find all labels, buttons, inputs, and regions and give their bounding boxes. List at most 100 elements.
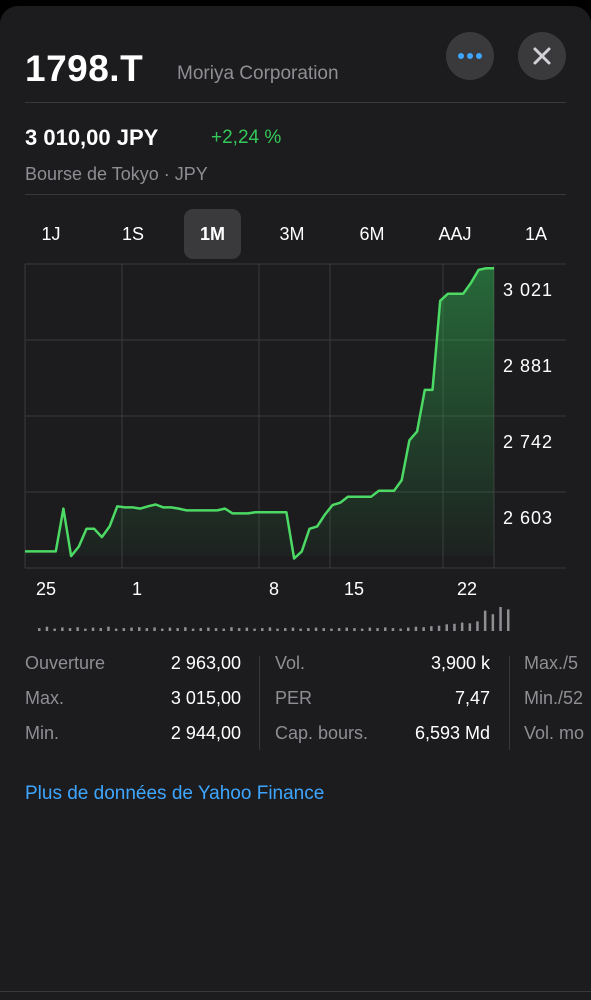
close-icon <box>533 47 551 65</box>
tab-1j[interactable]: 1J <box>41 223 61 244</box>
volume-bar <box>337 628 341 631</box>
volume-bar <box>307 628 310 631</box>
price-chart[interactable]: 3 021 2 881 2 742 2 603 25 1 8 15 22 <box>0 6 591 646</box>
volume-bar <box>437 625 441 631</box>
volume-bar <box>114 628 118 631</box>
range-tabs: 1J 1S 1M 3M 6M AAJ 1A <box>0 209 591 261</box>
volume-bar <box>230 627 233 631</box>
volume-bar <box>360 628 364 631</box>
price-line <box>25 266 494 560</box>
stat-label-52w-high: Max./5 <box>524 653 579 673</box>
y-tick-label: 2 603 <box>503 508 553 528</box>
volume-bar <box>61 627 64 631</box>
volume-bar <box>422 627 425 631</box>
volume-bar <box>483 610 487 631</box>
volume-bar <box>107 626 110 631</box>
volume-bar <box>276 628 279 631</box>
x-tick-label: 25 <box>36 579 56 599</box>
more-button[interactable] <box>446 32 494 80</box>
x-tick-label: 1 <box>132 579 142 599</box>
ticker-symbol: 1798.T <box>25 48 144 89</box>
stat-label-market-cap: Cap. bours. <box>275 723 369 743</box>
volume-bar <box>38 628 41 631</box>
volume-bar <box>253 628 256 631</box>
price-change: +2,24 % <box>211 127 282 148</box>
volume-bar <box>176 628 179 631</box>
stat-label-per: PER <box>275 688 313 708</box>
volume-bar <box>399 628 402 631</box>
exchange-name: Bourse de Tokyo · JPY <box>25 164 208 184</box>
volume-bar <box>45 626 49 631</box>
x-tick-label: 22 <box>457 579 477 599</box>
stat-value-open: 2 963,00 <box>170 653 241 673</box>
volume-bar <box>445 624 448 631</box>
volume-bar <box>407 627 410 631</box>
volume-bar <box>191 628 195 631</box>
volume-bar <box>414 626 418 631</box>
volume-bar <box>291 627 295 631</box>
volume-bar <box>284 628 287 631</box>
yahoo-finance-link[interactable]: Plus de données de Yahoo Finance <box>25 783 325 804</box>
volume-bar <box>138 627 141 631</box>
tab-1m[interactable]: 1M <box>184 209 241 259</box>
volume-bar <box>430 626 433 631</box>
stat-value-high: 3 015,00 <box>170 688 241 708</box>
volume-bar <box>476 621 479 631</box>
stat-label-52w-low: Min./52 <box>524 688 584 708</box>
header-divider <box>25 102 566 103</box>
current-price: 3 010,00 JPY <box>25 125 159 150</box>
x-tick-label: 8 <box>269 579 279 599</box>
volume-bar <box>368 627 372 631</box>
tab-1s[interactable]: 1S <box>121 223 145 244</box>
volume-bar <box>391 628 395 631</box>
stats-divider-1 <box>259 656 260 750</box>
close-button[interactable] <box>518 32 566 80</box>
volume-bar <box>84 628 87 631</box>
volume-bar <box>237 628 241 631</box>
volume-bar <box>384 627 387 631</box>
volume-bar <box>453 623 456 631</box>
stat-label-high: Max. <box>25 688 65 708</box>
volume-bar <box>376 628 379 631</box>
volume-bar <box>330 628 333 631</box>
tab-1a[interactable]: 1A <box>524 223 548 244</box>
tab-3m[interactable]: 3M <box>279 223 305 244</box>
stat-value-market-cap: 6,593 Md <box>414 723 490 743</box>
volume-bar <box>68 628 72 631</box>
x-tick-label: 15 <box>344 579 364 599</box>
volume-bar <box>168 627 172 631</box>
bottom-divider <box>0 991 591 992</box>
stock-detail-sheet: 1798.T Moriya Corporation 3 010,00 JPY +… <box>0 6 591 1000</box>
price-area <box>25 268 494 559</box>
volume-bar <box>507 609 510 631</box>
volume-bar <box>184 627 187 631</box>
volume-bar <box>314 627 318 631</box>
volume-bar <box>345 627 348 631</box>
volume-bar <box>322 628 325 631</box>
volume-bar <box>460 622 464 631</box>
volume-bar <box>153 627 156 631</box>
y-axis-labels: 3 021 2 881 2 742 2 603 <box>503 280 553 528</box>
stat-value-low: 2 944,00 <box>170 723 241 743</box>
company-name: Moriya Corporation <box>177 63 339 84</box>
volume-bar <box>214 628 218 631</box>
volume-bar <box>245 627 249 631</box>
y-tick-label: 3 021 <box>503 280 553 300</box>
stat-label-volume: Vol. <box>275 653 306 673</box>
stat-label-low: Min. <box>25 723 60 743</box>
stat-value-per: 7,47 <box>454 688 490 708</box>
volume-bar <box>145 628 149 631</box>
volume-bar <box>130 627 133 631</box>
stat-label-avg-volume: Vol. mo <box>524 723 585 743</box>
volume-bar <box>299 628 302 631</box>
volume-bar <box>122 628 126 631</box>
volume-bar <box>491 614 495 631</box>
tab-aaj[interactable]: AAJ <box>438 223 472 244</box>
stat-label-open: Ouverture <box>25 653 106 673</box>
volume-bar <box>207 627 210 631</box>
volume-bar <box>353 628 356 631</box>
volume-bar <box>76 627 79 631</box>
volume-bar <box>222 628 225 631</box>
tab-6m[interactable]: 6M <box>359 223 385 244</box>
volume-bar <box>261 628 264 631</box>
